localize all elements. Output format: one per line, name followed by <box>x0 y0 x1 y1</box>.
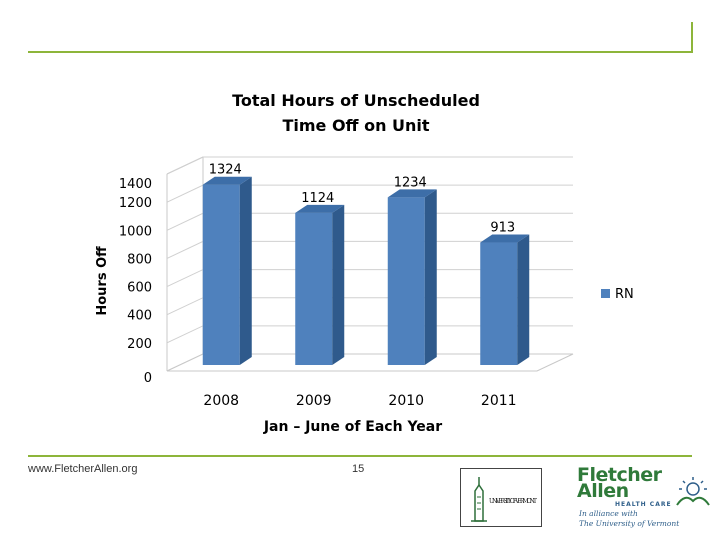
bar-side <box>424 189 437 365</box>
y-tick-labels: 0 200 400 600 800 1000 1200 1400 <box>119 177 152 386</box>
bar-side <box>239 176 252 365</box>
x-tick-label: 2011 <box>481 393 517 409</box>
page-number: 15 <box>352 463 365 475</box>
y-tick-label: 200 <box>127 337 152 352</box>
data-label: 1324 <box>209 163 242 178</box>
y-tick-label: 800 <box>127 252 152 267</box>
alliance-tagline: In alliance with The University of Vermo… <box>579 509 680 528</box>
bar-top <box>202 176 252 185</box>
y-tick-label: 1400 <box>119 177 152 192</box>
header-rule <box>28 51 692 53</box>
bar-chart: Total Hours of Unscheduled Time Off on U… <box>95 91 634 435</box>
fletcher-allen-wordmark: Fletcher Allen <box>577 464 662 502</box>
health-care-text: HEALTH CARE <box>615 501 672 508</box>
bar-front <box>202 184 240 365</box>
x-axis-label: Jan – June of Each Year <box>263 419 442 435</box>
data-label: 913 <box>490 221 515 236</box>
y-tick-label: 0 <box>144 371 152 386</box>
data-label: 1124 <box>301 191 334 206</box>
x-tick-label: 2010 <box>388 393 424 409</box>
y-tick-label: 1200 <box>119 196 152 211</box>
x-tick-label: 2009 <box>296 393 332 409</box>
bar-front <box>387 197 425 365</box>
fletcher-allen-logo: Fletcher Allen HEALTH CARE In alliance w… <box>573 465 713 533</box>
bar-side <box>332 204 345 365</box>
footer-rule <box>28 455 692 457</box>
floor-plane <box>166 353 574 372</box>
bars <box>202 176 530 365</box>
chart-title-line-2: Time Off on Unit <box>282 116 429 135</box>
svg-text:UNIVERSITY OF VERMONT: UNIVERSITY OF VERMONT <box>489 498 537 505</box>
data-label: 1234 <box>394 175 427 190</box>
legend-swatch-rn <box>601 289 610 298</box>
sun-mountain-icon <box>676 477 710 506</box>
bar-top <box>387 189 437 198</box>
bar-side <box>517 234 530 365</box>
footer-url: www.FletcherAllen.org <box>28 463 138 475</box>
y-axis-label: Hours Off <box>95 246 110 316</box>
bar-top <box>480 234 530 243</box>
y-tick-label: 400 <box>127 309 152 324</box>
x-tick-labels: 2008 2009 2010 2011 <box>203 393 516 409</box>
gridline <box>166 156 573 175</box>
chart-title-line-1: Total Hours of Unscheduled <box>232 91 480 110</box>
uvm-logo: UNIVERSITY OF VERMONT <box>460 468 542 527</box>
header-rule-tick <box>691 22 693 53</box>
x-tick-label: 2008 <box>203 393 239 409</box>
legend-label-rn: RN <box>615 287 634 302</box>
y-tick-label: 1000 <box>119 224 152 239</box>
bar-top <box>295 204 345 213</box>
bar-front <box>295 212 333 365</box>
bar-front <box>480 242 518 365</box>
uvm-tower-icon: UNIVERSITY OF VERMONT <box>471 477 537 522</box>
chart-floor <box>166 353 574 372</box>
data-labels: 1324 1124 1234 913 <box>209 163 515 236</box>
y-tick-label: 600 <box>127 281 152 296</box>
